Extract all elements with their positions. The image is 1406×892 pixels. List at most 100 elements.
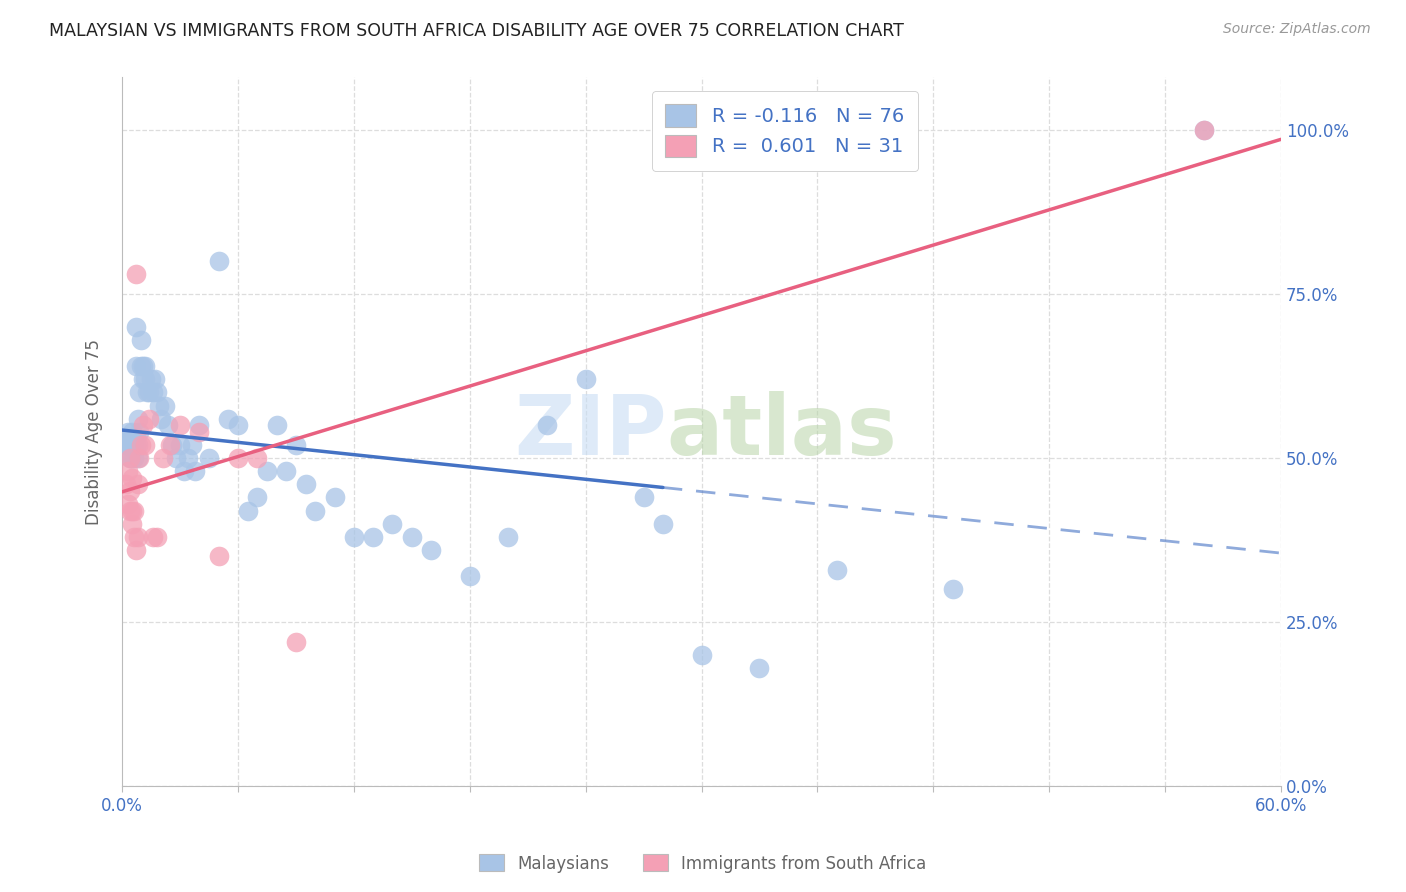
Point (246, 491, 269, 505)
Point (131, 359, 153, 374)
Point (198, 450, 221, 465)
Point (162, 438, 184, 452)
Point (284, 438, 307, 452)
Point (748, 661, 770, 675)
Point (165, 450, 187, 465)
Point (226, 450, 249, 465)
Point (633, 491, 655, 505)
Point (153, 399, 176, 413)
Point (132, 359, 155, 374)
Point (132, 418, 155, 433)
Point (148, 399, 170, 413)
Point (117, 438, 139, 452)
Point (157, 418, 180, 433)
Point (124, 438, 146, 452)
Point (122, 438, 145, 452)
Point (207, 254, 229, 268)
Point (118, 483, 141, 498)
Point (124, 431, 146, 445)
Point (188, 425, 211, 439)
Point (159, 438, 181, 452)
Point (361, 530, 384, 544)
Point (122, 530, 145, 544)
Point (146, 530, 169, 544)
Point (127, 477, 149, 491)
Point (217, 411, 239, 425)
Point (127, 450, 149, 465)
Point (207, 549, 229, 564)
Point (117, 425, 139, 439)
Point (122, 450, 145, 465)
Point (131, 333, 153, 347)
Point (121, 503, 143, 517)
Point (118, 431, 141, 445)
Point (498, 530, 520, 544)
Point (169, 418, 191, 433)
Point (1192, 123, 1215, 137)
Point (188, 418, 211, 433)
Point (134, 372, 156, 386)
Point (121, 438, 143, 452)
Point (169, 438, 191, 452)
Point (226, 418, 249, 433)
Y-axis label: Disability Age Over 75: Disability Age Over 75 (86, 339, 103, 524)
Point (124, 359, 146, 374)
Point (134, 438, 156, 452)
Text: ZIP: ZIP (515, 392, 666, 472)
Point (127, 438, 149, 452)
Point (131, 438, 153, 452)
Point (173, 464, 195, 478)
Point (127, 530, 149, 544)
Point (128, 385, 150, 400)
Point (121, 431, 143, 445)
Point (942, 582, 965, 597)
Legend: Malaysians, Immigrants from South Africa: Malaysians, Immigrants from South Africa (472, 847, 934, 880)
Point (142, 530, 165, 544)
Point (138, 385, 160, 400)
Point (236, 503, 259, 517)
Point (420, 542, 443, 557)
Point (115, 438, 138, 452)
Point (142, 385, 165, 400)
Point (124, 268, 146, 282)
Point (121, 471, 143, 485)
Point (128, 425, 150, 439)
Text: MALAYSIAN VS IMMIGRANTS FROM SOUTH AFRICA DISABILITY AGE OVER 75 CORRELATION CHA: MALAYSIAN VS IMMIGRANTS FROM SOUTH AFRIC… (49, 22, 904, 40)
Point (256, 464, 278, 478)
Point (127, 411, 149, 425)
Point (266, 418, 288, 433)
Text: atlas: atlas (666, 392, 897, 472)
Point (118, 450, 141, 465)
Point (381, 516, 404, 531)
Point (118, 503, 141, 517)
Point (1192, 123, 1215, 137)
Point (122, 431, 145, 445)
Point (115, 477, 138, 491)
Point (134, 359, 156, 374)
Point (117, 464, 139, 478)
Text: Source: ZipAtlas.com: Source: ZipAtlas.com (1223, 22, 1371, 37)
Point (121, 516, 143, 531)
Point (146, 385, 169, 400)
Point (180, 438, 202, 452)
Point (690, 648, 713, 662)
Point (117, 497, 139, 511)
Point (143, 372, 166, 386)
Point (118, 438, 141, 452)
Point (304, 503, 326, 517)
Point (121, 450, 143, 465)
Point (184, 464, 207, 478)
Point (294, 477, 316, 491)
Point (177, 450, 200, 465)
Legend: R = -0.116   N = 76, R =  0.601   N = 31: R = -0.116 N = 76, R = 0.601 N = 31 (651, 91, 918, 170)
Point (149, 411, 172, 425)
Point (121, 425, 143, 439)
Point (128, 450, 150, 465)
Point (122, 503, 145, 517)
Point (401, 530, 423, 544)
Point (124, 319, 146, 334)
Point (124, 542, 146, 557)
Point (343, 530, 366, 544)
Point (152, 450, 174, 465)
Point (323, 491, 346, 505)
